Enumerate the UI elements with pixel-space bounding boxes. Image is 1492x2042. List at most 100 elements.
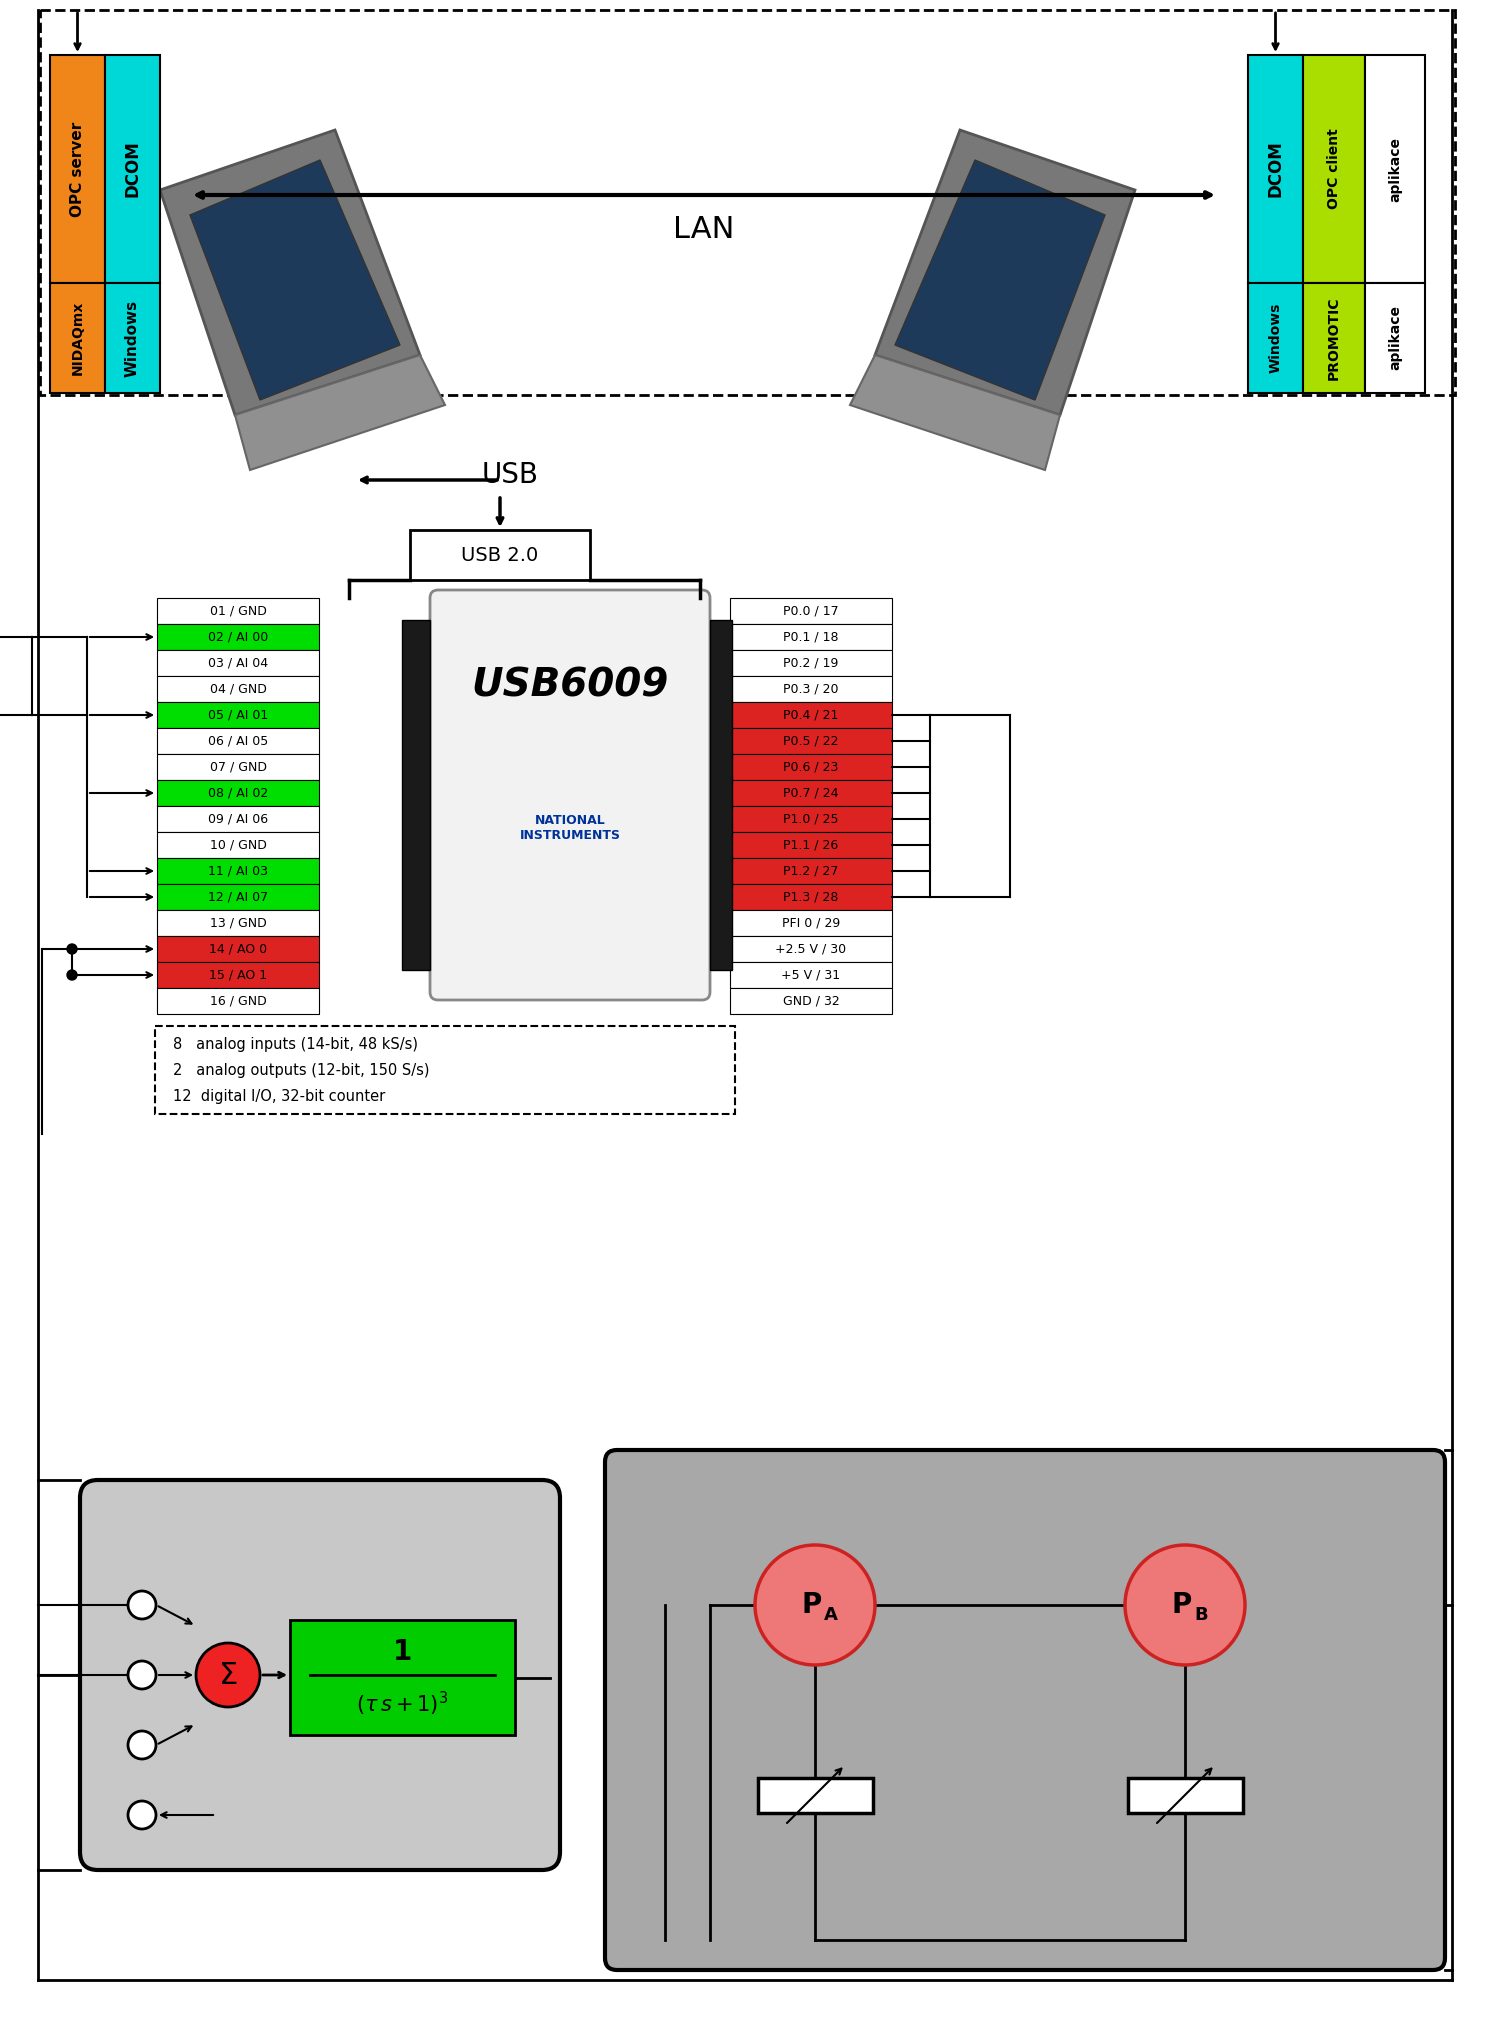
Text: P0.4 / 21: P0.4 / 21 xyxy=(783,709,839,721)
Circle shape xyxy=(195,1644,260,1707)
Bar xyxy=(40,10,1455,394)
Circle shape xyxy=(128,1801,157,1830)
Text: 16 / GND: 16 / GND xyxy=(209,994,267,1007)
Circle shape xyxy=(67,970,78,980)
Bar xyxy=(730,858,892,884)
Text: aplikace: aplikace xyxy=(1388,137,1402,202)
Bar xyxy=(104,284,160,392)
Text: P1.2 / 27: P1.2 / 27 xyxy=(783,864,839,878)
Text: LAN: LAN xyxy=(673,216,734,245)
Bar xyxy=(730,649,892,676)
Text: P: P xyxy=(801,1591,822,1619)
Bar xyxy=(289,1619,515,1736)
Text: 8   analog inputs (14-bit, 48 kS/s): 8 analog inputs (14-bit, 48 kS/s) xyxy=(173,1037,418,1052)
Bar xyxy=(157,988,319,1015)
Circle shape xyxy=(1125,1546,1244,1664)
Text: 13 / GND: 13 / GND xyxy=(209,917,267,929)
Bar xyxy=(104,55,160,284)
Circle shape xyxy=(128,1591,157,1619)
Bar xyxy=(157,753,319,780)
Text: P0.3 / 20: P0.3 / 20 xyxy=(783,682,839,696)
Text: Windows: Windows xyxy=(1268,302,1283,374)
Polygon shape xyxy=(160,131,421,415)
Bar xyxy=(730,988,892,1015)
Text: P0.6 / 23: P0.6 / 23 xyxy=(783,760,839,774)
Text: P0.0 / 17: P0.0 / 17 xyxy=(783,604,839,617)
Bar xyxy=(710,621,733,970)
Polygon shape xyxy=(850,355,1059,470)
Text: DCOM: DCOM xyxy=(124,141,142,198)
Bar xyxy=(157,729,319,753)
Bar xyxy=(730,911,892,935)
Bar xyxy=(157,807,319,831)
Bar xyxy=(1128,1777,1243,1813)
Text: 12  digital I/O, 32-bit counter: 12 digital I/O, 32-bit counter xyxy=(173,1088,385,1103)
Text: 11 / AI 03: 11 / AI 03 xyxy=(207,864,269,878)
Text: 14 / AO 0: 14 / AO 0 xyxy=(209,943,267,956)
Text: Windows: Windows xyxy=(125,300,140,376)
Bar xyxy=(157,702,319,729)
Bar xyxy=(157,884,319,911)
Text: $\Sigma$: $\Sigma$ xyxy=(218,1660,237,1689)
Text: OPC server: OPC server xyxy=(70,120,85,216)
Bar xyxy=(157,831,319,858)
FancyBboxPatch shape xyxy=(81,1480,560,1870)
Text: 1: 1 xyxy=(392,1638,412,1666)
Text: aplikace: aplikace xyxy=(1388,306,1402,370)
Text: P1.3 / 28: P1.3 / 28 xyxy=(783,890,839,903)
Text: 07 / GND: 07 / GND xyxy=(209,760,267,774)
Polygon shape xyxy=(189,159,400,400)
Text: 06 / AI 05: 06 / AI 05 xyxy=(207,735,269,747)
Circle shape xyxy=(755,1546,874,1664)
Bar xyxy=(1247,284,1303,392)
Text: 09 / AI 06: 09 / AI 06 xyxy=(207,813,269,825)
Text: 05 / AI 01: 05 / AI 01 xyxy=(207,709,269,721)
Bar xyxy=(157,625,319,649)
Text: USB: USB xyxy=(482,461,539,488)
Polygon shape xyxy=(236,355,445,470)
Text: PROMOTIC: PROMOTIC xyxy=(1326,296,1341,380)
Bar xyxy=(51,284,104,392)
Bar xyxy=(730,676,892,702)
Bar xyxy=(730,780,892,807)
Text: B: B xyxy=(1194,1605,1209,1623)
Bar xyxy=(157,911,319,935)
Text: 08 / AI 02: 08 / AI 02 xyxy=(207,786,269,800)
Bar xyxy=(758,1777,873,1813)
Text: 10 / GND: 10 / GND xyxy=(209,839,267,852)
Text: 12 / AI 07: 12 / AI 07 xyxy=(207,890,269,903)
Bar xyxy=(157,780,319,807)
Text: USB6009: USB6009 xyxy=(471,666,668,704)
Bar xyxy=(730,729,892,753)
Circle shape xyxy=(67,943,78,954)
Text: 02 / AI 00: 02 / AI 00 xyxy=(207,631,269,643)
Bar xyxy=(157,935,319,962)
Bar xyxy=(1303,55,1365,284)
Polygon shape xyxy=(874,131,1135,415)
Text: P0.1 / 18: P0.1 / 18 xyxy=(783,631,839,643)
Bar xyxy=(730,625,892,649)
Bar xyxy=(1365,284,1425,392)
Text: P: P xyxy=(1171,1591,1192,1619)
Text: NIDAQmx: NIDAQmx xyxy=(70,300,85,376)
Bar xyxy=(1365,55,1425,284)
Bar xyxy=(730,598,892,625)
Bar xyxy=(730,962,892,988)
Bar xyxy=(730,753,892,780)
Bar xyxy=(401,621,430,970)
Text: USB 2.0: USB 2.0 xyxy=(461,545,539,564)
Bar xyxy=(730,831,892,858)
Bar xyxy=(730,884,892,911)
Text: P1.0 / 25: P1.0 / 25 xyxy=(783,813,839,825)
Text: 04 / GND: 04 / GND xyxy=(209,682,267,696)
Bar xyxy=(730,807,892,831)
Bar xyxy=(730,702,892,729)
Text: 03 / AI 04: 03 / AI 04 xyxy=(207,655,269,670)
Bar xyxy=(157,962,319,988)
Bar xyxy=(410,531,589,580)
Text: +5 V / 31: +5 V / 31 xyxy=(782,968,840,982)
Polygon shape xyxy=(895,159,1106,400)
Text: 15 / AO 1: 15 / AO 1 xyxy=(209,968,267,982)
Text: DCOM: DCOM xyxy=(1267,141,1285,198)
Text: +2.5 V / 30: +2.5 V / 30 xyxy=(776,943,846,956)
